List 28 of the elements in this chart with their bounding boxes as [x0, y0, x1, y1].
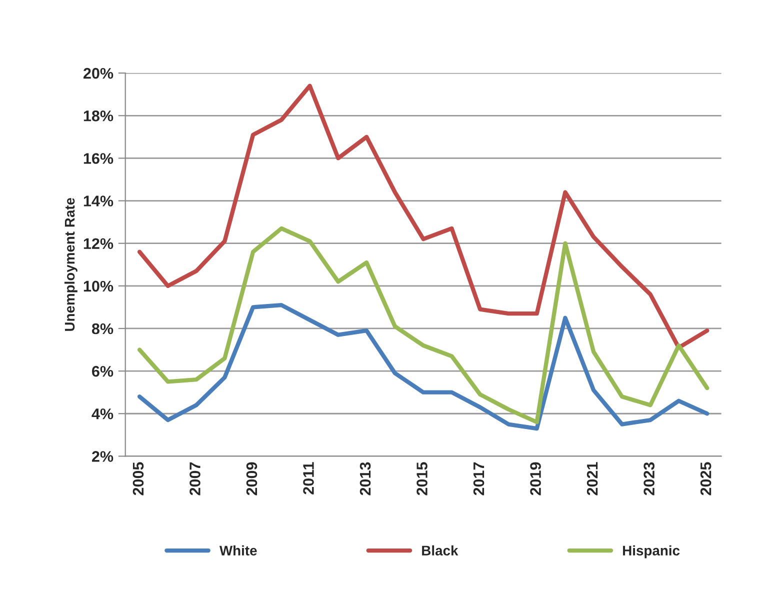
x-tick-label: 2011: [303, 462, 314, 494]
y-tick-label: 20%: [83, 68, 114, 79]
x-tick-label: 2009: [246, 462, 258, 496]
legend-label: Hispanic: [623, 545, 680, 558]
line-series: [137, 226, 710, 424]
y-tick-label: 8%: [92, 323, 114, 334]
legend-label: White: [219, 545, 257, 556]
y-tick-label: 16%: [84, 153, 114, 164]
line-series: [137, 302, 710, 431]
x-tick-label: 2019: [530, 462, 541, 496]
y-tick-label: 14%: [84, 196, 114, 206]
x-tick-label: 2005: [132, 462, 144, 496]
x-tick-label: 2023: [644, 462, 654, 496]
y-tick-label: 12%: [84, 238, 114, 249]
legend-label: Black: [422, 545, 458, 556]
y-tick-label: 2%: [92, 451, 114, 462]
x-tick-label: 2021: [586, 462, 598, 496]
y-tick-label: 6%: [92, 366, 114, 377]
x-tick-label: 2017: [473, 462, 484, 496]
x-tick-label: 2015: [416, 462, 428, 496]
x-tick-label: 2013: [360, 462, 371, 496]
x-tick-label: 2025: [700, 462, 712, 496]
y-tick-label: 4%: [92, 408, 114, 420]
y-tick-label: 18%: [84, 110, 114, 122]
line-series: [137, 84, 710, 350]
y-tick-label: 10%: [84, 280, 114, 292]
y-axis-title: Unemployment Rate: [64, 198, 78, 331]
x-tick-label: 2007: [190, 462, 200, 496]
